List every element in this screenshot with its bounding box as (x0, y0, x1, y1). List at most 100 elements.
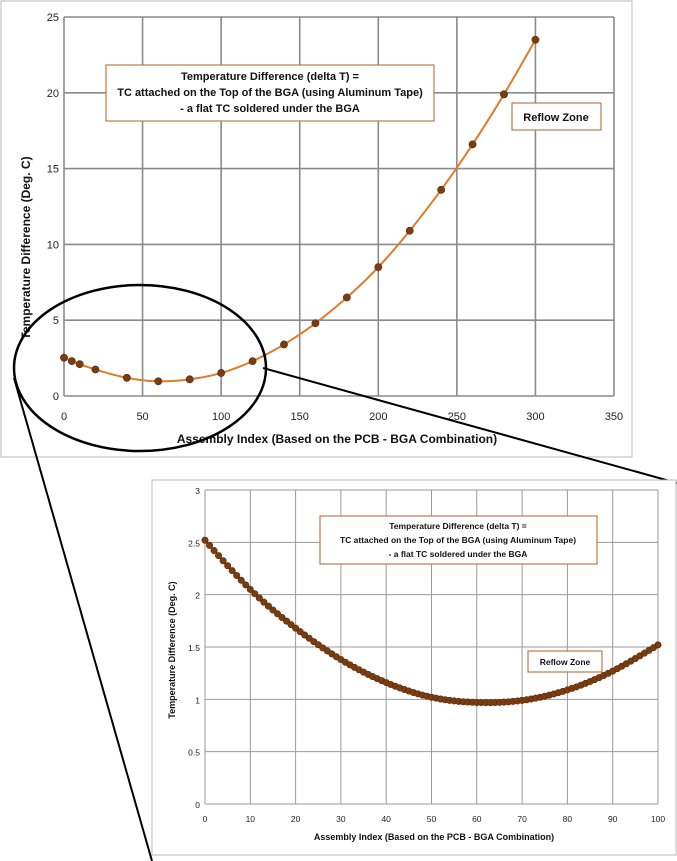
zoom-connector-right (262, 367, 677, 484)
zoom-y-tick-label: 1.5 (188, 643, 200, 653)
zoom-x-tick-label: 20 (291, 814, 301, 824)
main-data-point (280, 340, 288, 349)
main-y-tick-label: 5 (53, 315, 59, 327)
main-data-point (67, 357, 76, 366)
zoom-y-tick-label: 3 (195, 486, 200, 496)
zoom-data-point (255, 594, 263, 602)
zoom-data-point (233, 572, 241, 580)
zoom-data-point (273, 610, 281, 618)
zoom-annotation-line-2: TC attached on the Top of the BGA (using… (340, 535, 576, 545)
main-chart-points (60, 35, 540, 386)
main-reflow-zone-text: Reflow Zone (523, 112, 588, 124)
zoom-chart-points (201, 536, 662, 707)
zoom-annotation-line-3: - a flat TC soldered under the BGA (389, 549, 528, 559)
zoom-data-point (251, 590, 259, 598)
main-data-point (154, 377, 163, 386)
zoom-x-axis-title: Assembly Index (Based on the PCB - BGA C… (314, 832, 554, 842)
zoom-data-point (269, 606, 277, 614)
main-x-tick-label: 350 (605, 411, 623, 423)
zoom-data-point (283, 617, 291, 625)
main-chart-annotation: Temperature Difference (delta T) = TC at… (105, 64, 435, 122)
zoom-y-tick-label: 2 (195, 591, 200, 601)
zoom-chart: 0 0.5 1 1.5 2 2.5 3 0 10 20 30 40 50 60 70 80 90 100 Tem… (167, 486, 665, 842)
main-data-point (122, 373, 131, 382)
zoom-y-tick-label: 0 (195, 800, 200, 810)
zoom-x-tick-label: 50 (427, 814, 437, 824)
main-data-point (60, 353, 68, 362)
zoom-data-point (260, 598, 268, 606)
zoom-data-point (237, 576, 245, 584)
zoom-data-point (206, 541, 214, 549)
main-data-point (531, 35, 540, 44)
main-data-point (437, 185, 446, 194)
zoom-x-tick-label: 0 (203, 814, 208, 824)
main-annotation-line-2: TC attached on the Top of the BGA (using… (117, 87, 423, 99)
main-x-tick-label: 0 (61, 411, 67, 423)
main-chart-y-ticks: 0 5 10 15 20 25 (47, 12, 59, 403)
main-x-tick-label: 100 (212, 411, 230, 423)
zoom-y-tick-label: 0.5 (188, 748, 200, 758)
zoom-data-point (228, 567, 236, 575)
main-x-tick-label: 50 (136, 411, 148, 423)
zoom-x-tick-label: 40 (381, 814, 391, 824)
zoom-chart-annotation: Temperature Difference (delta T) = TC at… (319, 515, 598, 565)
zoom-y-axis-title: Temperature Difference (Deg. C) (167, 581, 177, 718)
main-data-point (374, 263, 383, 272)
zoom-x-tick-label: 70 (517, 814, 527, 824)
zoom-data-point (201, 536, 209, 544)
zoom-chart-y-ticks: 0 0.5 1 1.5 2 2.5 3 (188, 486, 200, 810)
main-y-tick-label: 25 (47, 12, 59, 24)
zoom-reflow-zone-text: Reflow Zone (540, 657, 591, 667)
main-annotation-box (105, 64, 435, 122)
main-chart-series-line (63, 39, 537, 383)
zoom-data-point (215, 552, 223, 560)
zoom-reflow-zone-label: Reflow Zone (527, 650, 603, 673)
main-reflow-zone-box (511, 102, 602, 131)
main-data-point (75, 360, 84, 369)
zoom-y-tick-label: 2.5 (188, 538, 200, 548)
zoom-reflow-zone-box (527, 650, 603, 673)
main-data-point (185, 375, 194, 384)
main-y-tick-label: 15 (47, 164, 59, 176)
main-data-point (500, 90, 508, 99)
zoom-data-point (264, 602, 272, 610)
main-annotation-line-1: Temperature Difference (delta T) = (181, 71, 359, 83)
main-y-axis-title: Temperature Difference (Deg. C) (19, 156, 33, 339)
main-reflow-zone-label: Reflow Zone (511, 102, 602, 131)
main-annotation-line-3: - a flat TC soldered under the BGA (180, 103, 360, 115)
main-x-tick-label: 300 (526, 411, 544, 423)
main-chart-x-ticks: 0 50 100 150 200 250 300 350 (61, 411, 623, 423)
main-y-tick-label: 0 (53, 391, 59, 403)
main-y-tick-label: 20 (47, 88, 59, 100)
zoom-x-tick-label: 30 (336, 814, 346, 824)
main-data-point (91, 365, 100, 374)
zoom-x-tick-label: 90 (608, 814, 618, 824)
zoom-x-tick-label: 80 (563, 814, 573, 824)
zoom-annotation-box (319, 515, 598, 565)
main-x-axis-title: Assembly Index (Based on the PCB - BGA C… (177, 432, 497, 446)
zoom-x-tick-label: 10 (246, 814, 256, 824)
zoom-chart-x-ticks: 0 10 20 30 40 50 60 70 80 90 100 (203, 814, 666, 824)
main-y-tick-label: 10 (47, 239, 59, 251)
main-data-point (405, 226, 414, 235)
main-data-point (342, 293, 351, 302)
zoom-data-point (224, 562, 232, 570)
zoom-data-point (246, 585, 254, 593)
zoom-data-point (242, 581, 250, 589)
zoom-y-tick-label: 1 (195, 695, 200, 705)
zoom-data-point (654, 641, 662, 649)
main-x-tick-label: 200 (369, 411, 387, 423)
zoom-data-point (210, 547, 218, 555)
zoom-x-tick-label: 100 (651, 814, 665, 824)
zoom-connector-left (13, 377, 153, 861)
main-data-point (248, 357, 257, 366)
zoom-annotation-line-1: Temperature Difference (delta T) = (389, 521, 527, 531)
zoom-data-point (219, 557, 227, 565)
main-x-tick-label: 150 (291, 411, 309, 423)
main-data-point (468, 140, 477, 149)
zoom-data-point (278, 613, 286, 621)
zoom-x-tick-label: 60 (472, 814, 482, 824)
main-data-point (311, 319, 320, 328)
